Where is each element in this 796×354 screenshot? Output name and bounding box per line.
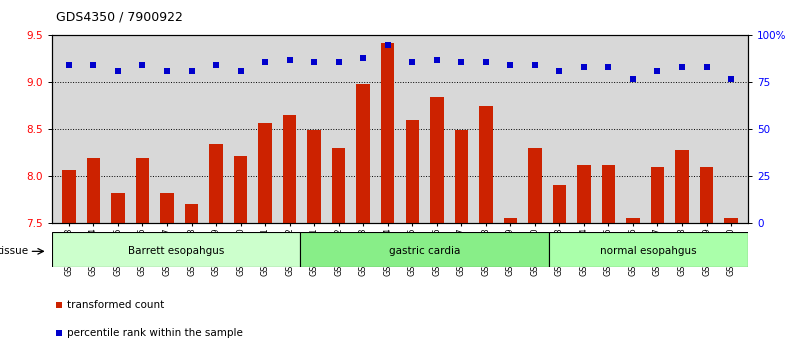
Point [87,63,100,68]
Point [553,68,566,74]
Text: tissue: tissue [0,246,29,256]
Point [651,68,664,74]
Bar [259,122,272,223]
Bar [504,218,517,223]
Bar [136,158,149,223]
Point [381,42,394,47]
Bar [332,148,345,223]
Point [455,59,468,64]
Point [431,57,443,63]
Point [185,68,198,74]
Point [53,330,65,336]
Bar [405,120,419,223]
Bar [577,165,591,223]
Point [259,59,271,64]
Bar [209,144,223,223]
Bar [111,193,125,223]
Text: GDS4350 / 7900922: GDS4350 / 7900922 [56,11,182,24]
Point [234,68,247,74]
Point [332,59,345,64]
Text: transformed count: transformed count [67,299,164,310]
Bar [549,232,748,267]
Point [504,63,517,68]
Bar [651,167,664,223]
Point [626,76,639,81]
Text: normal esopahgus: normal esopahgus [600,246,697,256]
Bar [301,232,549,267]
Text: Barrett esopahgus: Barrett esopahgus [128,246,224,256]
Point [479,59,492,64]
Point [111,68,124,74]
Bar [700,167,713,223]
Bar [234,156,248,223]
Point [700,64,713,70]
Point [602,64,615,70]
Bar [307,130,321,223]
Point [136,63,149,68]
Point [724,76,737,81]
Bar [724,218,738,223]
Bar [52,232,301,267]
Bar [357,84,370,223]
Point [63,63,76,68]
Point [53,302,65,307]
Bar [528,148,541,223]
Point [529,63,541,68]
Point [308,59,321,64]
Bar [552,185,566,223]
Point [676,64,689,70]
Point [161,68,174,74]
Bar [675,150,689,223]
Point [283,57,296,63]
Point [357,55,369,61]
Text: gastric cardia: gastric cardia [389,246,461,256]
Point [578,64,591,70]
Bar [381,43,395,223]
Bar [602,165,615,223]
Text: percentile rank within the sample: percentile rank within the sample [67,327,243,338]
Bar [455,130,468,223]
Bar [479,106,493,223]
Bar [430,97,443,223]
Bar [62,170,76,223]
Bar [185,204,198,223]
Point [406,59,419,64]
Bar [87,158,100,223]
Bar [160,193,174,223]
Point [209,63,222,68]
Bar [626,218,640,223]
Bar [283,115,296,223]
